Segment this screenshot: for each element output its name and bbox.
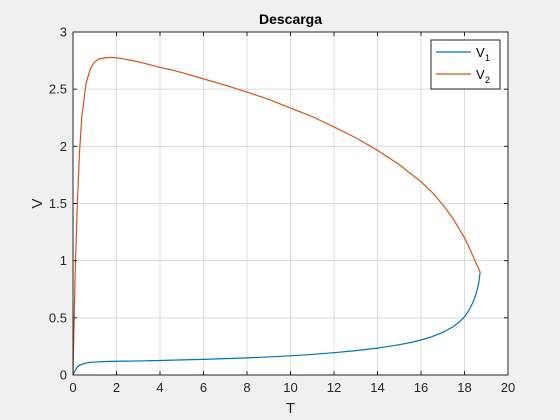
- x-tick-label: 0: [69, 380, 76, 395]
- x-tick-label: 2: [113, 380, 120, 395]
- legend-label-subscript-1: 1: [485, 53, 490, 63]
- legend-label-1: V: [476, 45, 485, 60]
- y-tick-label: 2: [60, 139, 67, 154]
- x-tick-label: 14: [370, 380, 384, 395]
- legend-label-2: V: [476, 67, 485, 82]
- x-tick-label: 8: [243, 380, 250, 395]
- y-tick-label: 0.5: [49, 310, 67, 325]
- data-lines: [72, 56, 481, 376]
- legend-box: [430, 39, 501, 90]
- x-axis-label: T: [286, 400, 295, 417]
- x-tick-label: 10: [283, 380, 297, 395]
- x-tick-label: 16: [414, 380, 428, 395]
- chart-title: Descarga: [259, 11, 322, 27]
- y-tick-label: 1.5: [49, 196, 67, 211]
- y-tick-label: 0: [60, 368, 67, 383]
- x-tick-label: 20: [501, 380, 515, 395]
- legend: V 1V 2: [430, 39, 501, 90]
- x-tick-label: 4: [156, 380, 163, 395]
- series-line-1: [72, 272, 481, 376]
- y-tick-label: 1: [60, 253, 67, 268]
- legend-label-subscript-2: 2: [485, 75, 490, 85]
- y-axis-label: V: [29, 198, 46, 208]
- y-tick-label: 3: [60, 25, 67, 40]
- x-tick-label: 12: [327, 380, 341, 395]
- x-tick-label: 18: [457, 380, 471, 395]
- y-tick-label: 2.5: [49, 82, 67, 97]
- series-line-2: [72, 56, 481, 376]
- x-tick-label: 6: [200, 380, 207, 395]
